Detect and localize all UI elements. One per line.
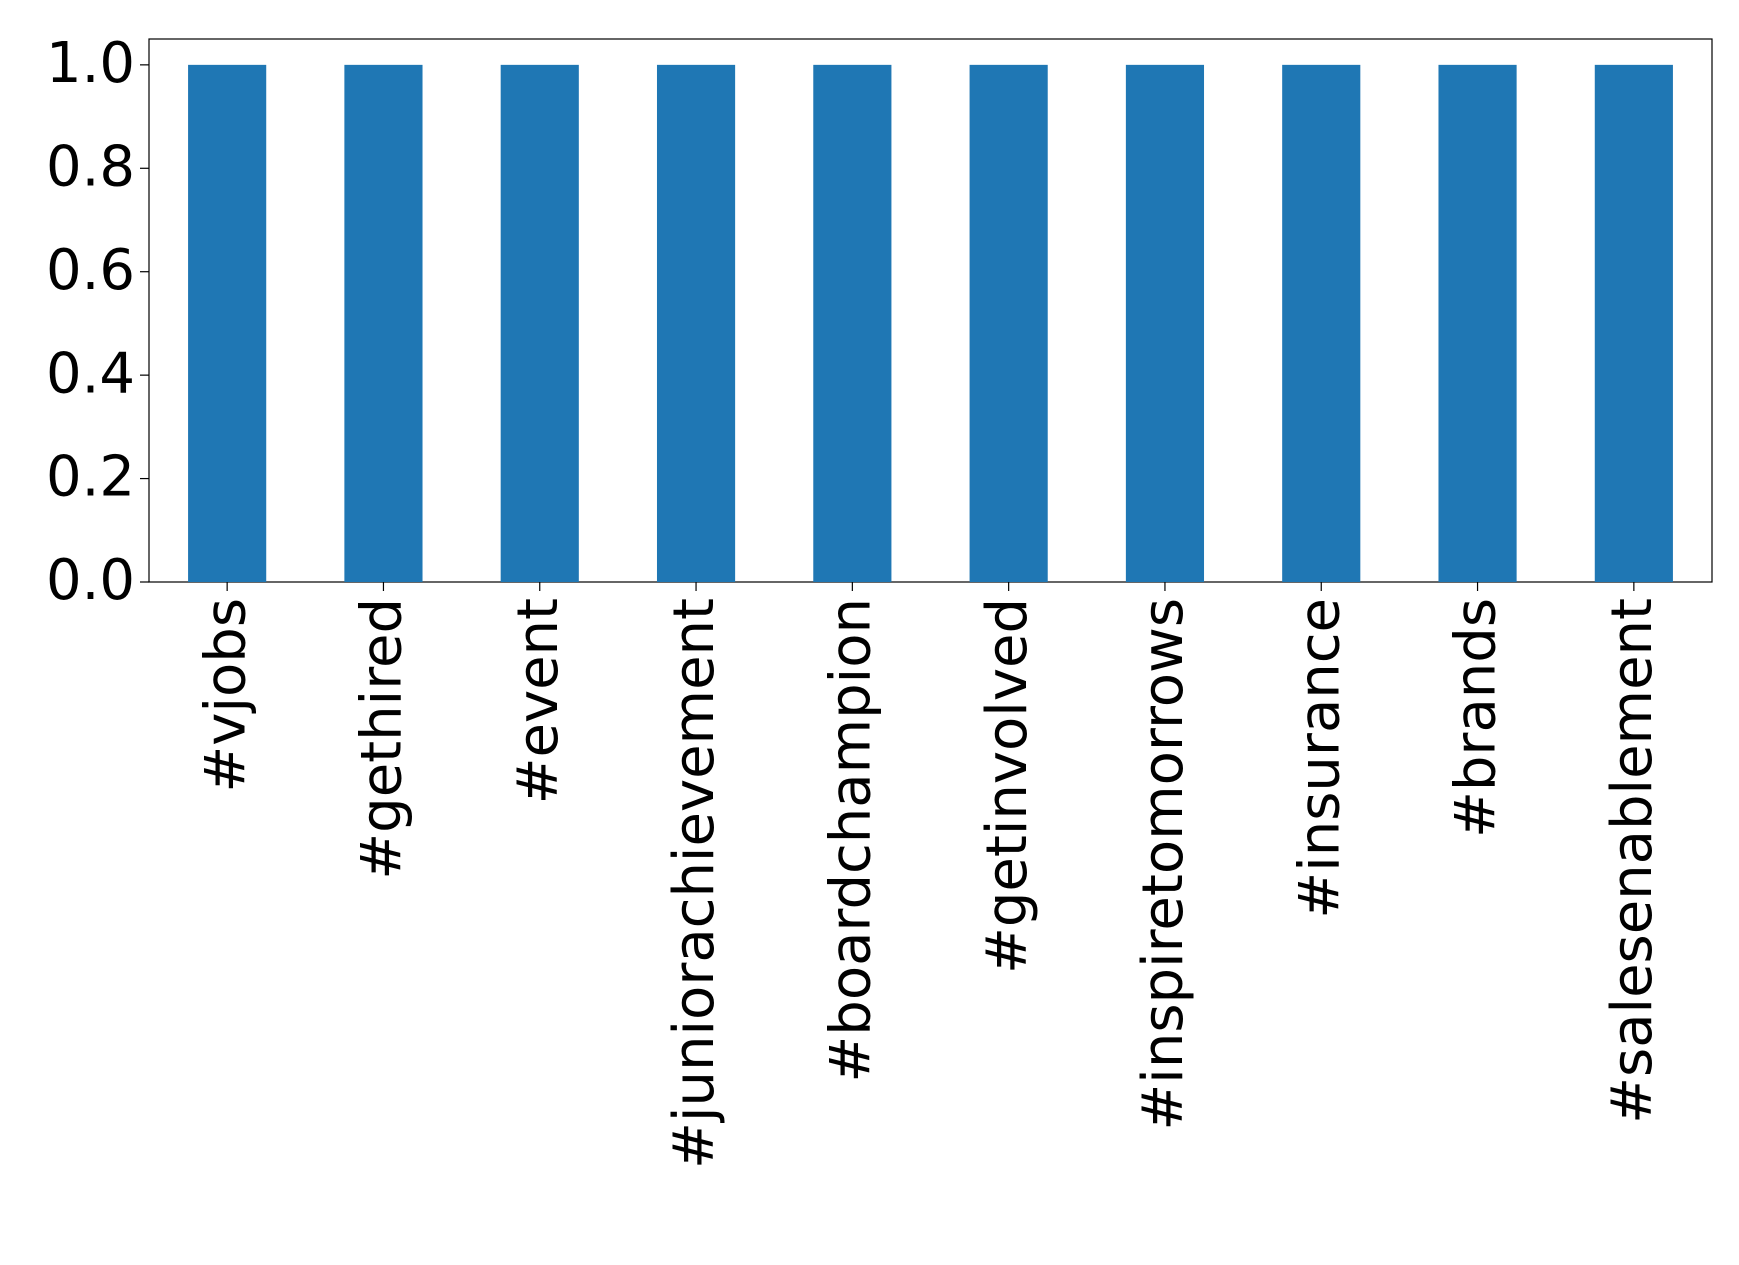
y-tick-label: 0.4 [46,341,135,406]
bar [188,64,267,583]
x-tick-label: #boardchampion [818,598,883,1083]
y-tick-label: 0.8 [46,134,135,199]
x-tick-label: #inspiretomorrows [1131,598,1196,1131]
bar [344,64,423,583]
plot-frame [148,38,1713,583]
bar [1282,64,1361,583]
x-tick-label: #event [506,598,571,804]
x-tick-label: #getinvolved [975,598,1040,974]
x-tick-label: #vjobs [193,598,258,793]
x-tick-label: #brands [1444,598,1509,838]
y-tick-label: 1.0 [46,31,135,96]
x-tick-label: #juniorachievement [662,598,727,1169]
x-tick-label: #salesenablement [1600,598,1665,1124]
x-tick-label: #gethired [350,598,415,880]
y-tick-label: 0.0 [46,548,135,613]
y-tick-label: 0.6 [46,238,135,303]
y-tick-label: 0.2 [46,445,135,510]
bar [1438,64,1517,583]
bar [656,64,736,583]
bar [1125,64,1205,583]
x-tick-label: #insurance [1287,598,1352,919]
bar [813,64,892,583]
bar [969,64,1048,583]
bar [1594,64,1673,583]
bar [500,64,579,583]
